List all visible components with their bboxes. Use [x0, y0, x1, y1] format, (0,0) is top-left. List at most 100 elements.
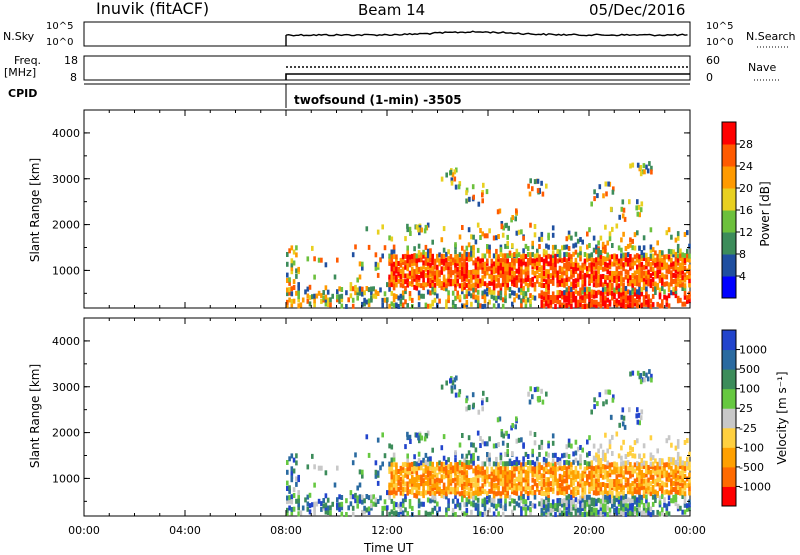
velocity-cell [629, 450, 632, 456]
velocity-cell [522, 501, 525, 507]
velocity-cell [554, 506, 557, 512]
power-cell [290, 269, 294, 275]
power-cell [592, 282, 596, 288]
velocity-cell [570, 472, 573, 478]
power-cell [554, 304, 557, 309]
power-cell [663, 257, 666, 263]
power-cell [363, 301, 366, 307]
velocity-cell [486, 456, 489, 462]
velocity-cell [554, 503, 557, 509]
velocity-cell [608, 468, 612, 474]
velocity-cell [574, 474, 578, 480]
velocity-cell [445, 486, 448, 492]
power-cell [454, 184, 458, 190]
power-cell [411, 266, 414, 272]
velocity-cell [486, 494, 489, 499]
power-cell [392, 248, 396, 254]
power-cell [397, 278, 400, 284]
velocity-cell [445, 473, 448, 479]
velocity-cell [372, 501, 375, 507]
power-cell [576, 302, 580, 308]
power-cell [288, 277, 291, 283]
velocity-cell [570, 506, 573, 512]
power-cell [524, 261, 528, 267]
velocity-cell [620, 461, 623, 467]
power-cell [479, 258, 482, 264]
velocity-cell [624, 506, 628, 512]
power-cell [638, 274, 641, 280]
velocity-cell [636, 507, 639, 513]
power-cell [436, 257, 439, 263]
power-cell [488, 273, 491, 279]
power-cell [379, 287, 382, 293]
freq-left-tick-bottom: 8 [70, 71, 77, 84]
power-cell [470, 301, 473, 307]
power-cell [476, 273, 480, 279]
power-cell [465, 198, 468, 204]
velocity-cell [554, 480, 557, 486]
velocity-cell [490, 488, 494, 494]
power-cell [490, 289, 494, 295]
velocity-cell [463, 492, 466, 498]
power-cell [533, 270, 537, 276]
power-cell [290, 291, 294, 297]
velocity-cell [388, 494, 391, 500]
power-cell [554, 272, 557, 278]
power-cell [629, 290, 632, 296]
velocity-cell [592, 481, 596, 487]
power-cell [436, 264, 439, 270]
power-cell [581, 279, 584, 285]
velocity-cell [376, 470, 380, 476]
power-cell [688, 253, 691, 259]
power-cell [647, 281, 650, 287]
velocity-cell [551, 486, 555, 492]
velocity-cell [313, 506, 316, 512]
velocity-cell [436, 472, 439, 478]
power-cell [686, 295, 689, 301]
velocity-cell [401, 502, 405, 508]
power-cell [563, 262, 566, 268]
velocity-cell [297, 505, 300, 511]
power-cell [426, 257, 430, 263]
power-cell [451, 172, 455, 178]
power-cell [536, 188, 540, 194]
velocity-cell [470, 509, 473, 515]
power-cell [472, 252, 475, 258]
power-cell [481, 294, 484, 300]
power-cell [524, 291, 528, 297]
velocity-cell [447, 498, 450, 504]
velocity-cell [561, 453, 564, 459]
velocity-cell [497, 468, 500, 474]
power-cell [429, 248, 432, 254]
power-cell [579, 287, 582, 293]
power-cell [599, 281, 603, 287]
power-cell [597, 282, 600, 288]
power-cell [474, 273, 478, 279]
velocity-cell [626, 510, 630, 516]
velocity-cell [649, 435, 653, 441]
power-cell [531, 240, 534, 246]
power-cell [463, 258, 466, 264]
power-cell [586, 244, 589, 250]
velocity-cell [656, 477, 659, 483]
velocity-cell [345, 512, 348, 517]
power-cell [583, 277, 587, 282]
power-cell [631, 238, 634, 244]
power-cell [483, 293, 487, 299]
power-cell [538, 282, 541, 287]
velocity-cell [551, 482, 555, 488]
velocity-cell [413, 461, 416, 467]
power-cell [599, 235, 603, 241]
power-cell [286, 302, 289, 308]
power-cell [620, 297, 623, 303]
velocity-cell [465, 459, 469, 465]
power-cell [497, 294, 500, 300]
power-cell [374, 265, 378, 271]
power-cell [374, 289, 378, 295]
velocity-cell [515, 476, 519, 482]
power-cell [540, 273, 544, 279]
power-cell [336, 257, 339, 263]
velocity-cell [454, 494, 457, 499]
power-cell [474, 297, 478, 303]
velocity-cell [656, 509, 659, 515]
